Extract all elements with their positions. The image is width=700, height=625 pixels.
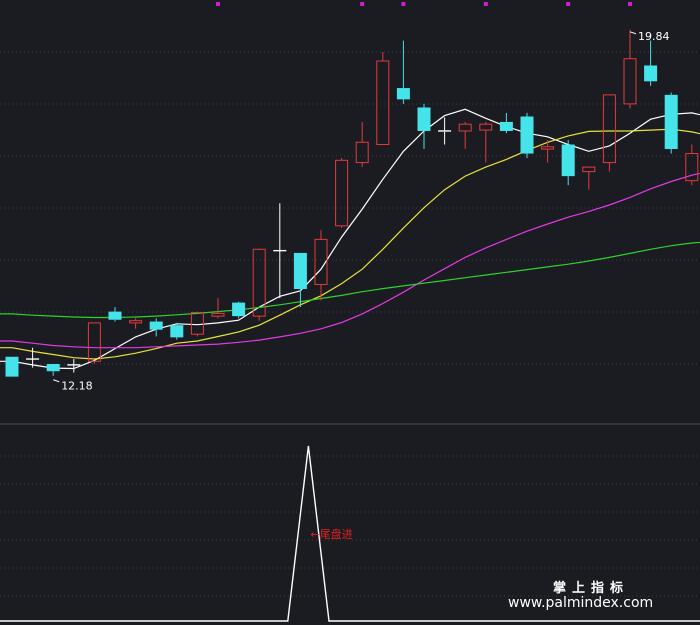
candle [314,230,328,301]
candle-body [149,321,163,330]
candle [644,40,658,86]
candle [108,307,122,322]
top-markers [216,2,632,6]
candle-body [252,248,266,317]
candle-body [314,238,328,286]
candle [149,318,163,337]
candle-body [417,107,431,131]
candle-body [170,325,184,338]
candle-body [644,65,658,82]
candle-body [582,166,596,173]
candle [67,359,81,373]
candle [252,248,266,321]
candle [293,252,307,308]
candle [355,121,369,168]
candle-body [685,153,699,182]
candle-body [232,302,246,317]
candle [602,94,616,172]
top-marker [483,2,488,6]
candle [685,144,699,186]
candle [582,166,596,190]
min-price-label: 12.18 [61,380,92,393]
candle-body [335,159,349,227]
candle [499,112,513,134]
max-label-leader [629,31,637,35]
candle [438,117,452,145]
candle [376,51,390,146]
indicator-panel: ←尾盘进 [0,445,700,622]
indicator-line [0,445,700,622]
moving-average-lines [0,108,700,370]
min-label-leader [53,379,60,383]
candle-body [479,123,493,131]
candle-body [376,60,390,146]
top-marker [216,2,220,6]
candle-body [396,88,410,100]
candle [129,318,143,329]
candle-body [623,58,637,105]
candle-body [602,94,616,164]
candle-body [541,146,555,150]
candlesticks [5,29,699,377]
candle-body [190,312,204,335]
candle [273,203,287,299]
ma10-line [0,128,700,360]
watermark: 掌上指标 www.palmindex.com [508,580,653,611]
candle-body [499,121,513,131]
ma5-line [0,108,700,370]
max-price-label: 19.84 [638,30,670,43]
candle [561,140,575,186]
candle-body [87,322,101,362]
candle [87,322,101,364]
candle [458,121,472,150]
candle [335,158,349,229]
top-marker [360,2,365,6]
candle [5,356,19,377]
candle [664,92,678,154]
price-extreme-labels: 19.84 12.18 [53,30,670,393]
candle-body [458,123,472,132]
candle [170,322,184,340]
candle-body [355,141,369,164]
candle [520,112,534,159]
candle-body [561,144,575,177]
ma20-line [0,170,700,349]
top-marker [401,2,406,6]
candle [211,298,225,319]
indicator-grid [0,455,700,597]
candle [417,103,431,150]
candle-body [129,320,143,324]
candle [232,301,246,319]
top-marker [566,2,571,6]
candle [541,140,555,163]
candle [26,347,40,368]
candle-body [108,311,122,320]
candle-body [211,312,225,317]
candle-body [293,252,307,290]
watermark-cn: 掌上指标 [553,580,629,596]
signal-label: ←尾盘进 [310,527,352,541]
candle-body [5,356,19,377]
candle [46,364,60,376]
candle [396,40,410,104]
candle [623,29,637,109]
candle-body [46,364,60,372]
candle [479,121,493,163]
candle [190,311,204,337]
candle-body [664,94,678,150]
watermark-url: www.palmindex.com [508,595,653,611]
top-marker [628,2,632,6]
candle-body [520,116,534,154]
